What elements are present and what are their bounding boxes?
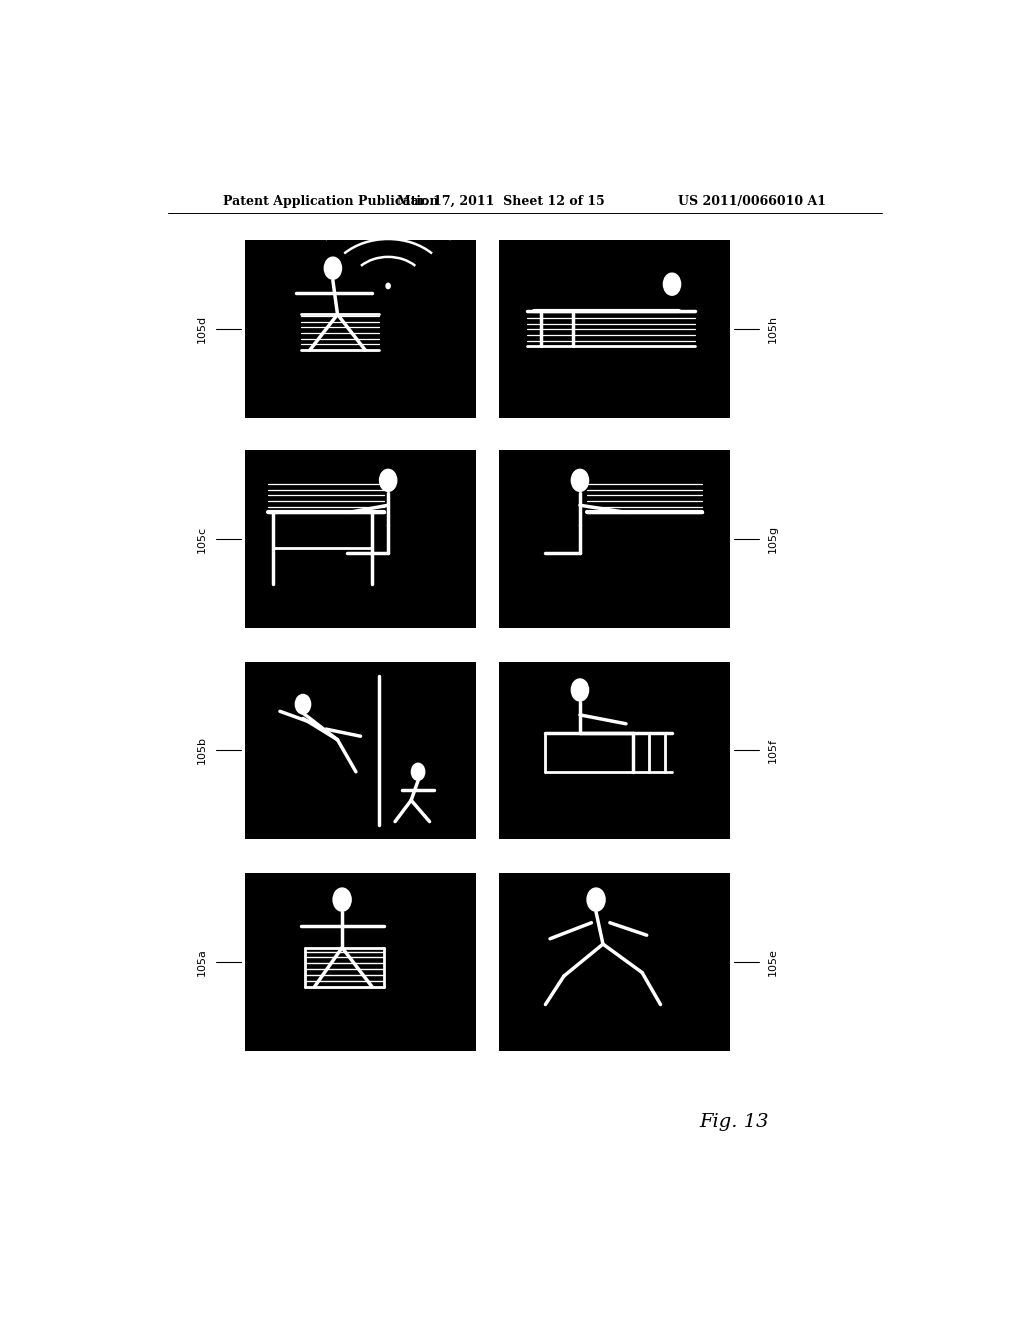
Circle shape [386, 284, 390, 289]
Text: 105f: 105f [768, 738, 778, 763]
Circle shape [412, 763, 425, 780]
Text: Patent Application Publication: Patent Application Publication [223, 194, 438, 207]
Circle shape [571, 678, 589, 701]
Text: Mar. 17, 2011  Sheet 12 of 15: Mar. 17, 2011 Sheet 12 of 15 [397, 194, 605, 207]
Text: 105c: 105c [197, 525, 207, 553]
FancyBboxPatch shape [500, 661, 729, 840]
Circle shape [295, 694, 310, 714]
FancyBboxPatch shape [246, 873, 475, 1051]
FancyBboxPatch shape [500, 450, 729, 628]
FancyBboxPatch shape [500, 873, 729, 1051]
Text: Fig. 13: Fig. 13 [699, 1113, 769, 1131]
Text: 105b: 105b [197, 737, 207, 764]
Circle shape [664, 273, 681, 296]
FancyBboxPatch shape [246, 661, 475, 840]
Text: 105a: 105a [197, 948, 207, 975]
Circle shape [325, 257, 342, 280]
FancyBboxPatch shape [246, 240, 475, 417]
Text: 105g: 105g [768, 525, 778, 553]
Circle shape [571, 470, 589, 491]
Text: 105e: 105e [768, 948, 778, 975]
Circle shape [333, 888, 351, 911]
Text: 105h: 105h [768, 314, 778, 343]
Circle shape [380, 470, 396, 491]
Circle shape [587, 888, 605, 911]
Text: 105d: 105d [197, 314, 207, 343]
FancyBboxPatch shape [500, 240, 729, 417]
FancyBboxPatch shape [246, 450, 475, 628]
Text: US 2011/0066010 A1: US 2011/0066010 A1 [678, 194, 826, 207]
